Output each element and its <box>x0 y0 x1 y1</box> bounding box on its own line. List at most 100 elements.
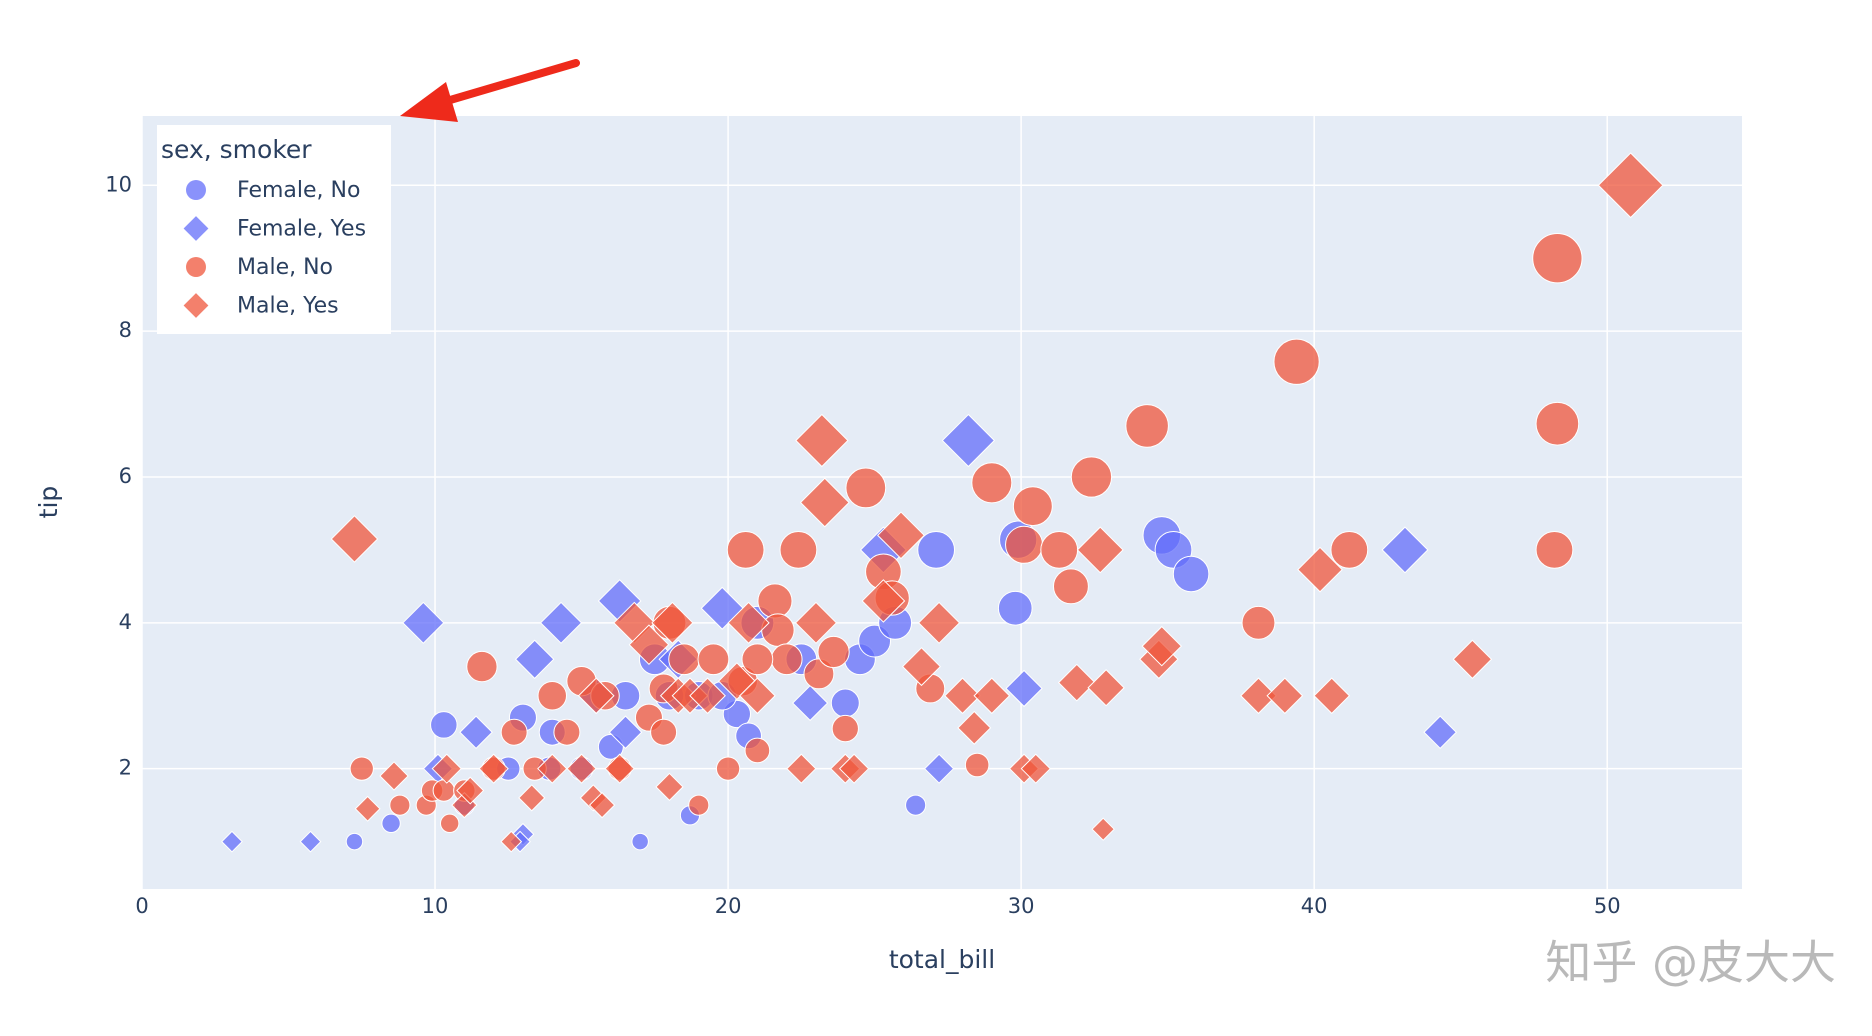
point <box>971 462 1013 504</box>
point <box>345 832 364 851</box>
point <box>1266 677 1304 715</box>
point <box>717 662 756 701</box>
legend-marker <box>183 216 209 241</box>
point <box>1076 526 1124 574</box>
point <box>478 753 509 784</box>
point <box>1052 568 1089 605</box>
point <box>917 531 956 569</box>
point <box>779 531 818 569</box>
point <box>628 624 670 666</box>
point <box>1005 669 1043 708</box>
point <box>1091 817 1115 841</box>
point <box>726 531 765 569</box>
point <box>1297 546 1343 593</box>
legend: sex, smoker Female, No Female, Yes Male, No… <box>157 125 391 334</box>
legend-label: Male, Yes <box>237 294 339 319</box>
point <box>803 658 835 690</box>
x-tick-label: 50 <box>1594 894 1621 918</box>
point <box>770 643 803 676</box>
point <box>1005 525 1044 564</box>
point <box>349 756 374 781</box>
point <box>1020 753 1051 784</box>
point <box>1597 152 1664 219</box>
point <box>1057 663 1096 702</box>
point <box>964 752 990 778</box>
point <box>221 830 243 853</box>
point <box>402 601 445 644</box>
point <box>757 583 793 619</box>
point <box>1012 486 1053 527</box>
marks <box>221 152 1664 853</box>
point <box>537 753 568 784</box>
y-tick-label: 6 <box>119 464 132 488</box>
point <box>845 467 887 509</box>
point <box>1330 531 1369 569</box>
point <box>727 601 770 644</box>
y-tick-label: 2 <box>119 756 132 780</box>
point <box>430 711 458 739</box>
y-tick-label: 8 <box>119 318 132 342</box>
point <box>792 684 829 722</box>
point <box>1241 605 1276 640</box>
x-tick-label: 0 <box>135 894 148 918</box>
point <box>439 813 460 834</box>
y-tick-label: 10 <box>105 172 132 196</box>
point <box>604 753 635 784</box>
legend-label: Male, No <box>237 255 333 280</box>
point <box>1452 639 1493 680</box>
point <box>795 413 849 468</box>
x-tick-label: 40 <box>1301 894 1328 918</box>
x-tick-label: 10 <box>422 894 449 918</box>
point <box>566 753 597 784</box>
point <box>861 579 906 623</box>
point <box>537 681 567 711</box>
point <box>1087 669 1125 707</box>
x-tick-label: 20 <box>715 894 742 918</box>
point <box>456 776 485 805</box>
legend-title: sex, smoker <box>161 135 312 164</box>
point <box>1040 531 1079 569</box>
point <box>553 718 581 746</box>
point <box>997 590 1033 626</box>
point <box>432 779 456 802</box>
arrow-shaft <box>436 59 580 107</box>
point <box>786 753 817 784</box>
point <box>973 677 1011 715</box>
point <box>1313 677 1351 715</box>
point <box>389 794 411 816</box>
arrow <box>400 59 580 122</box>
point <box>817 635 850 669</box>
point <box>500 718 528 746</box>
point <box>761 613 795 647</box>
point <box>744 737 771 764</box>
point <box>799 477 850 528</box>
point <box>459 715 493 750</box>
x-axis-title: total_bill <box>889 945 995 974</box>
point <box>539 601 583 644</box>
point <box>1141 625 1183 667</box>
point <box>500 830 523 853</box>
point <box>668 643 701 676</box>
point <box>650 718 678 746</box>
point <box>588 791 616 819</box>
watermark: 知乎 @皮大大 <box>1545 936 1836 990</box>
point <box>697 643 730 676</box>
arrow-head <box>400 82 458 122</box>
point <box>1070 456 1113 498</box>
point <box>901 647 941 687</box>
point <box>379 761 409 791</box>
point <box>877 511 925 560</box>
legend-marker <box>186 257 206 277</box>
legend-label: Female, No <box>237 178 360 203</box>
y-axis-title: tip <box>34 486 63 519</box>
point <box>830 688 860 718</box>
point <box>739 677 776 715</box>
point <box>1535 401 1580 446</box>
legend-label: Female, Yes <box>237 217 366 242</box>
point <box>944 677 981 715</box>
point <box>741 643 774 676</box>
point <box>651 601 694 644</box>
point <box>608 715 643 750</box>
point <box>957 710 992 745</box>
point <box>838 753 870 784</box>
